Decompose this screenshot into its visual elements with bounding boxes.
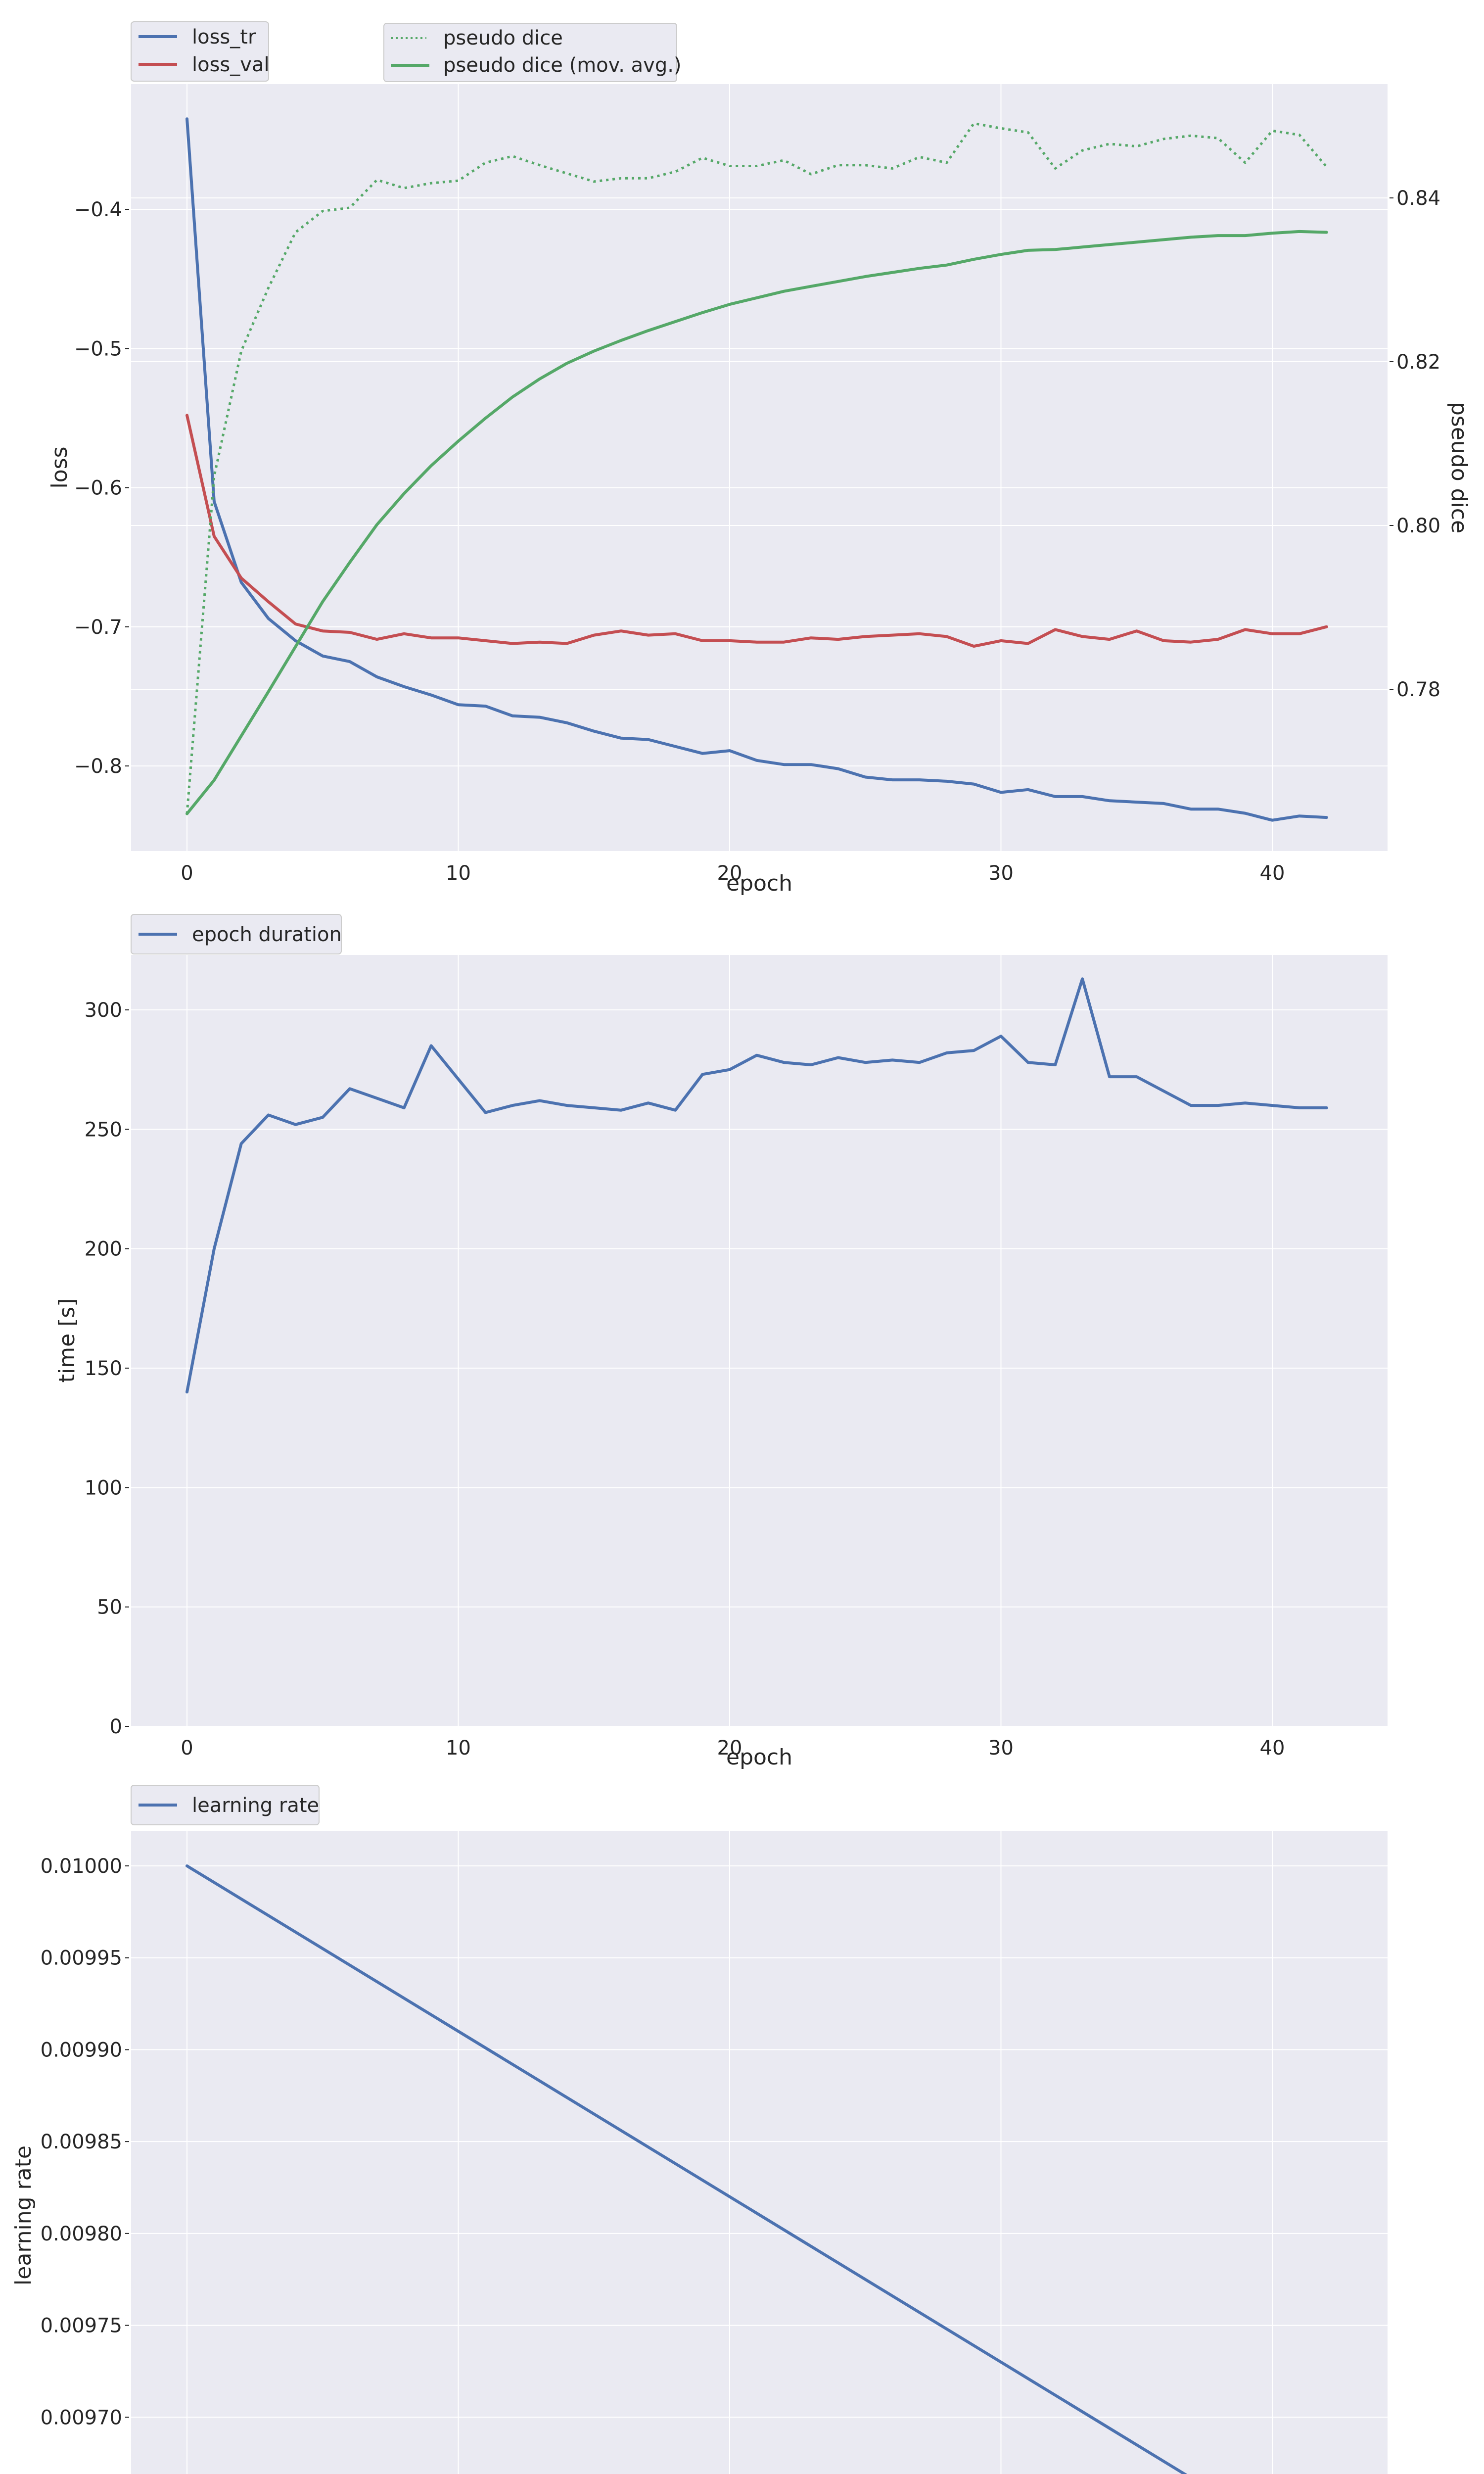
right-y-tick-label: 0.78 xyxy=(1396,678,1440,701)
axes-background xyxy=(131,955,1388,1726)
x-tick-label: 30 xyxy=(988,1737,1014,1760)
y-tick-label: 200 xyxy=(85,1238,122,1261)
y-tick-label: 0.00975 xyxy=(41,2315,122,2337)
y-tick-label: 0.00995 xyxy=(41,1947,122,1970)
legend-epoch-duration: epoch duration xyxy=(131,914,342,954)
data-series xyxy=(186,1864,1188,2474)
axes-background xyxy=(131,84,1388,851)
y-tick-label: 0.00990 xyxy=(41,2039,122,2061)
x-tick-label: 0 xyxy=(181,1737,193,1760)
x-tick-label: 40 xyxy=(1260,862,1285,885)
y-tick-label: 0.00980 xyxy=(41,2223,122,2245)
y-tick-label: −0.5 xyxy=(74,337,122,360)
legend-label-pseudo-dice: pseudo dice xyxy=(443,27,563,49)
y-tick-label: −0.7 xyxy=(74,616,122,639)
y-axis-label: learning rate xyxy=(11,2145,36,2285)
pseudo-dice-line xyxy=(186,122,1328,814)
epoch-duration-line xyxy=(186,977,1328,1394)
y-tick-label: −0.6 xyxy=(74,477,122,500)
right-y-axis-label: pseudo dice xyxy=(1446,402,1472,533)
epoch-duration-plot: 0 50 100 150 200 250 300 0 10 20 30 40 epoch time … xyxy=(54,914,1388,1770)
loss-tr-line xyxy=(186,117,1328,822)
legend-learning-rate: learning rate xyxy=(131,1785,320,1825)
x-axis-ticks: 0 10 20 30 40 xyxy=(181,1737,1285,1760)
loss-pseudo-dice-plot: −0.8 −0.7 −0.6 −0.5 −0.4 0.78 0.80 0.82 0.84 0 1… xyxy=(47,21,1472,896)
y-axis-label: time [s] xyxy=(54,1298,80,1383)
plot-area xyxy=(131,1831,1388,2474)
plot-area xyxy=(131,955,1388,1726)
y-tick-label: 50 xyxy=(97,1596,122,1619)
x-axis-label: epoch xyxy=(726,871,792,896)
learning-rate-plot: 0.009650.009700.009750.009800.009850.009… xyxy=(11,1785,1388,2474)
legend-label-epoch-duration: epoch duration xyxy=(192,923,342,946)
y-tick-label: 0.00985 xyxy=(41,2131,122,2153)
x-tick-label: 0 xyxy=(181,862,193,885)
y-tick-label: 250 xyxy=(85,1118,122,1141)
learning-rate-line xyxy=(186,1864,1188,2474)
y-tick-label: 0.01000 xyxy=(41,1855,122,1878)
right-y-tick-label: 0.80 xyxy=(1396,515,1440,537)
legend-loss: loss_tr loss_val xyxy=(131,21,270,82)
legend-label-loss-tr: loss_tr xyxy=(192,26,256,48)
pseudo-dice-mov-avg--line xyxy=(186,230,1328,815)
y-tick-label: −0.4 xyxy=(74,198,122,221)
y-tick-label: −0.8 xyxy=(74,755,122,778)
x-tick-label: 10 xyxy=(446,1737,471,1760)
right-y-tick-label: 0.82 xyxy=(1396,351,1440,374)
y-tick-label: 300 xyxy=(85,999,122,1022)
legend-label-loss-val: loss_val xyxy=(192,53,270,76)
right-y-tick-label: 0.84 xyxy=(1396,187,1440,210)
x-axis-label: epoch xyxy=(726,1745,792,1770)
plot-area xyxy=(131,84,1388,851)
x-axis-ticks: 0 10 20 30 40 xyxy=(181,862,1285,885)
gridlines xyxy=(131,955,1388,1727)
x-tick-label: 40 xyxy=(1260,1737,1285,1760)
y-axis-ticks: 0 50 100 150 200 250 300 xyxy=(85,999,129,1738)
loss-val-line xyxy=(186,414,1328,648)
x-tick-label: 20 xyxy=(717,1737,742,1760)
y-tick-label: 0.00970 xyxy=(41,2406,122,2429)
legend-label-pseudo-dice-mov-avg: pseudo dice (mov. avg.) xyxy=(443,54,682,77)
y-axis-ticks: −0.8 −0.7 −0.6 −0.5 −0.4 xyxy=(74,198,129,778)
gridlines xyxy=(131,1831,1388,2474)
axes-background xyxy=(131,1831,1388,2474)
data-series xyxy=(186,977,1328,1394)
legend-pseudo-dice: pseudo dice pseudo dice (mov. avg.) xyxy=(383,23,682,82)
x-tick-label: 20 xyxy=(717,862,742,885)
right-y-axis-ticks: 0.78 0.80 0.82 0.84 xyxy=(1390,187,1440,701)
legend-label-learning-rate: learning rate xyxy=(192,1794,319,1817)
data-series xyxy=(186,117,1328,822)
x-tick-label: 30 xyxy=(988,862,1014,885)
y-tick-label: 150 xyxy=(85,1357,122,1380)
y-tick-label: 100 xyxy=(85,1476,122,1499)
y-axis-label: loss xyxy=(47,447,72,489)
y-tick-label: 0 xyxy=(110,1715,122,1738)
gridlines xyxy=(131,84,1388,851)
y-axis-ticks: 0.009650.009700.009750.009800.009850.009… xyxy=(41,1855,129,2429)
x-tick-label: 10 xyxy=(446,862,471,885)
